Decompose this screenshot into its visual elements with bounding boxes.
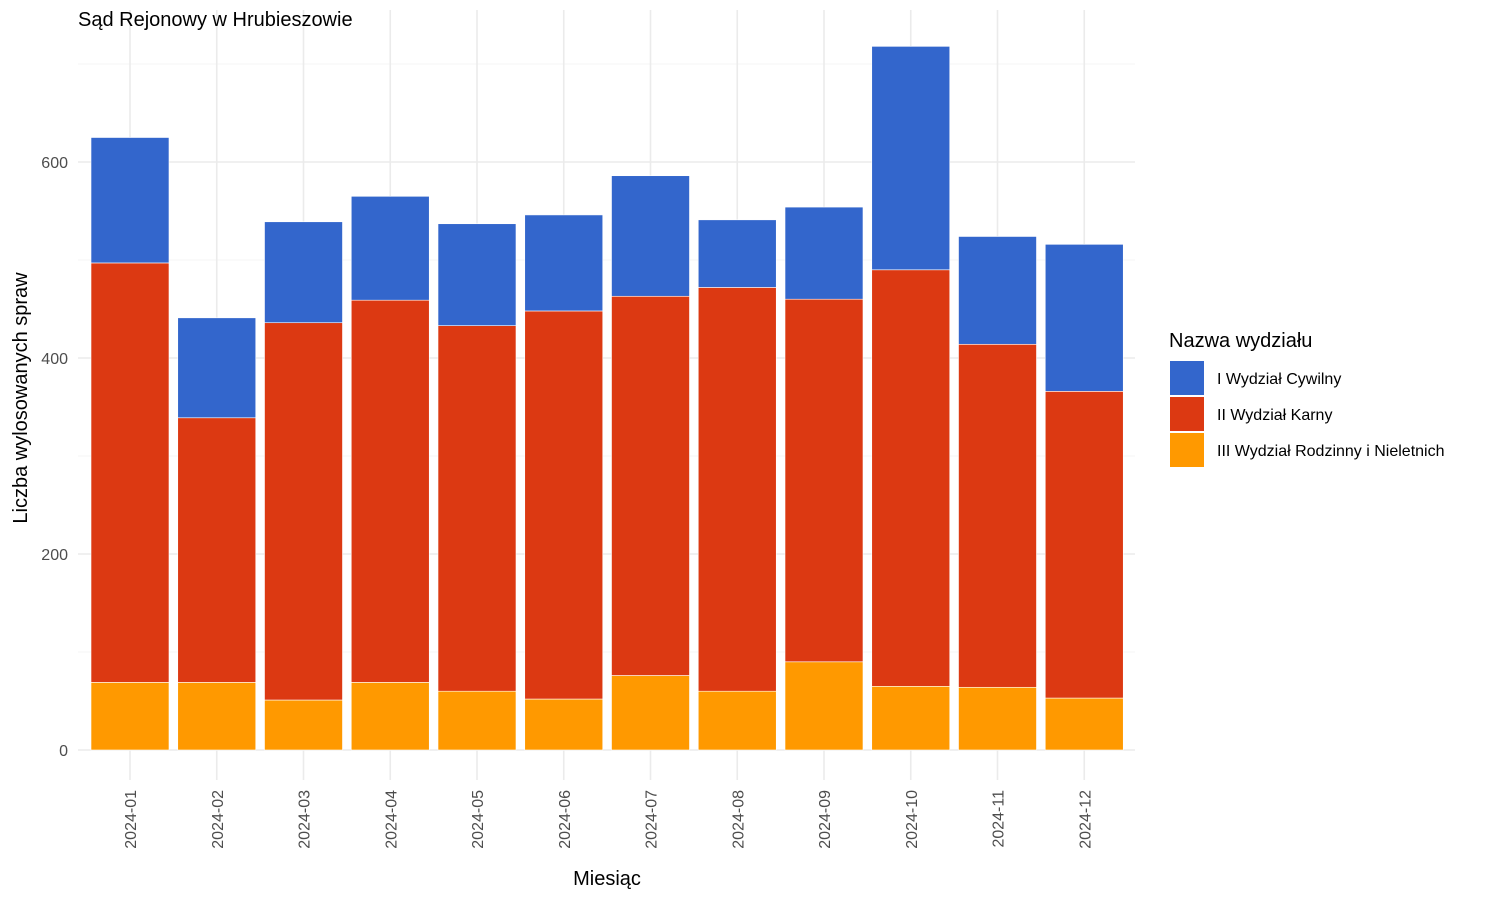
bar-segment	[871, 269, 951, 687]
bar-segment	[90, 682, 170, 751]
bar-segment	[350, 196, 430, 301]
legend-key	[1170, 361, 1204, 395]
bar-segment	[90, 137, 170, 264]
bar-segment	[177, 317, 257, 419]
bar-segment	[437, 325, 517, 692]
bars	[90, 46, 1124, 751]
bar-segment	[264, 699, 343, 751]
x-tick-label: 2024-03	[297, 790, 314, 849]
legend-label: I Wydział Cywilny	[1217, 371, 1341, 388]
legend-label: II Wydział Karny	[1217, 407, 1332, 424]
x-tick-label: 2024-04	[383, 790, 400, 849]
x-tick-label: 2024-10	[904, 790, 921, 849]
x-axis-title: Miesiąc	[573, 868, 641, 890]
bar-segment	[958, 343, 1037, 688]
y-axis-tick-labels: 0 200 400 600	[41, 155, 68, 760]
bar-segment	[958, 686, 1037, 751]
bar-segment	[611, 675, 690, 751]
x-tick-label: 2024-05	[470, 790, 487, 849]
bar-segment	[784, 298, 864, 663]
bar-segment	[1044, 391, 1124, 699]
bar-segment	[437, 690, 517, 751]
bar-segment	[871, 685, 951, 751]
bar-segment	[524, 214, 604, 312]
y-tick-label: 0	[59, 743, 68, 760]
bar-segment	[524, 698, 604, 751]
bar-segment	[264, 322, 343, 701]
legend-key	[1170, 397, 1204, 431]
bar-segment	[437, 223, 517, 326]
bar-segment	[350, 682, 430, 751]
legend-label: III Wydział Rodzinny i Nieletnich	[1217, 443, 1445, 460]
bar-segment	[1044, 244, 1124, 392]
bar-segment	[697, 219, 777, 288]
x-tick-label: 2024-02	[210, 790, 227, 849]
legend-key	[1170, 433, 1204, 467]
bar-segment	[611, 295, 690, 676]
y-tick-label: 400	[41, 351, 68, 368]
bar-segment	[611, 175, 690, 297]
legend: Nazwa wydziału I Wydział Cywilny II Wydzi…	[1169, 330, 1445, 467]
bar-segment	[697, 287, 777, 692]
bar-segment	[524, 310, 604, 700]
x-axis-tick-labels: 2024-01 2024-02 2024-03 2024-04 2024-05 2024-…	[123, 790, 1094, 849]
y-axis-title: Liczba wylosowanych spraw	[10, 272, 32, 524]
bar-segment	[264, 221, 343, 324]
bar-segment	[90, 262, 170, 683]
bar-segment	[784, 206, 864, 300]
x-tick-label: 2024-06	[557, 790, 574, 849]
legend-title: Nazwa wydziału	[1169, 330, 1312, 352]
bar-segment	[958, 236, 1037, 345]
bar-segment	[177, 682, 257, 751]
y-tick-label: 200	[41, 547, 68, 564]
bar-segment	[784, 661, 864, 751]
bar-segment	[177, 417, 257, 683]
x-tick-label: 2024-07	[644, 790, 661, 849]
y-tick-label: 600	[41, 155, 68, 172]
chart-title: Sąd Rejonowy w Hrubieszowie	[78, 9, 353, 31]
x-tick-label: 2024-11	[991, 790, 1008, 848]
x-tick-label: 2024-08	[730, 790, 747, 849]
bar-segment	[1044, 697, 1124, 751]
bar-segment	[697, 690, 777, 751]
x-tick-label: 2024-12	[1077, 790, 1094, 849]
x-tick-label: 2024-01	[123, 790, 140, 849]
bar-segment	[871, 46, 951, 271]
x-tick-label: 2024-09	[817, 790, 834, 849]
bar-segment	[350, 299, 430, 683]
